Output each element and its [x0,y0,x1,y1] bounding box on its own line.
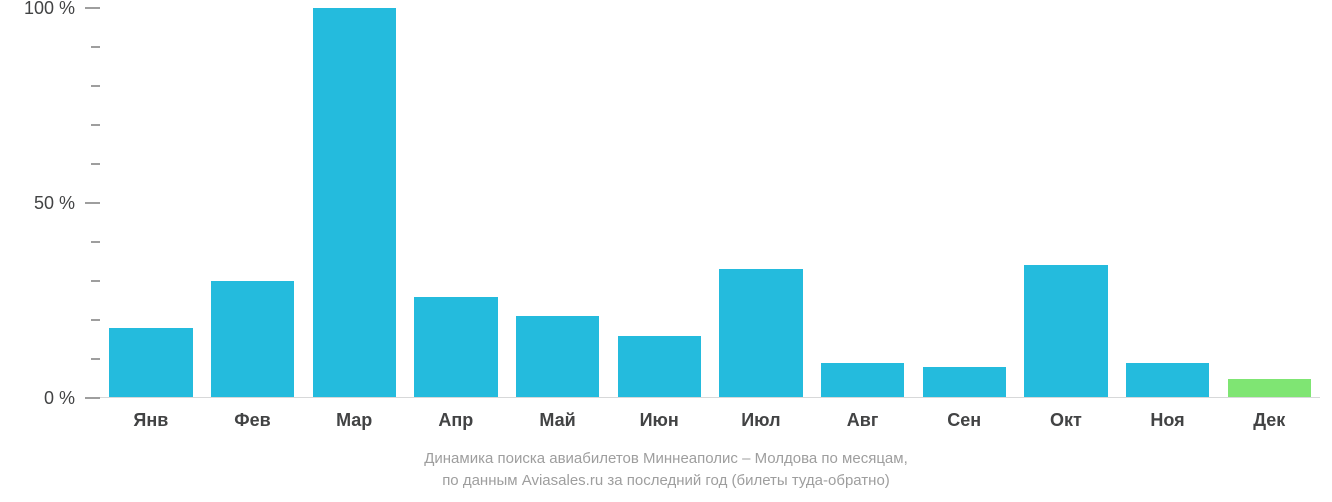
y-minor-tick [91,163,100,165]
y-tick-label: 50 % [34,193,75,214]
y-tick-mark [85,202,100,204]
bar-slot [303,8,405,398]
caption-line-1: Динамика поиска авиабилетов Миннеаполис … [0,448,1332,470]
bar-slot [405,8,507,398]
x-axis-label: Сен [913,410,1015,431]
chart-caption: Динамика поиска авиабилетов Миннеаполис … [0,448,1332,492]
x-axis-label: Июл [710,410,812,431]
bar-slot [1218,8,1320,398]
bar-slot [812,8,914,398]
bar [719,269,802,398]
bar [1024,265,1107,398]
y-minor-tick [91,46,100,48]
y-minor-tick [91,85,100,87]
y-minor-tick [91,280,100,282]
x-axis-label: Мар [303,410,405,431]
x-axis-label: Ноя [1117,410,1219,431]
x-axis-label: Апр [405,410,507,431]
bar-slot [1015,8,1117,398]
bar [414,297,497,398]
y-minor-tick [91,358,100,360]
bar-slot [507,8,609,398]
x-axis-label: Фев [202,410,304,431]
bar [516,316,599,398]
y-axis: 0 %50 %100 % [0,8,100,398]
bar-slot [608,8,710,398]
y-tick-mark [85,397,100,399]
y-minor-tick [91,124,100,126]
caption-line-2: по данным Aviasales.ru за последний год … [0,470,1332,492]
bar [1126,363,1209,398]
plot-area [100,8,1320,398]
x-axis-label: Окт [1015,410,1117,431]
bar [923,367,1006,398]
bar-slot [1117,8,1219,398]
y-minor-tick [91,319,100,321]
bar-slot [202,8,304,398]
y-minor-tick [91,241,100,243]
x-axis-baseline [100,397,1320,398]
x-axis-label: Авг [812,410,914,431]
bar [211,281,294,398]
y-tick-label: 0 % [44,388,75,409]
y-tick-mark [85,7,100,9]
bar-chart: 0 %50 %100 % ЯнвФевМарАпрМайИюнИюлАвгСен… [0,0,1332,502]
bar-slot [710,8,812,398]
bar [821,363,904,398]
bar-slot [100,8,202,398]
x-axis-label: Июн [608,410,710,431]
bar [1228,379,1311,399]
x-axis-labels: ЯнвФевМарАпрМайИюнИюлАвгСенОктНояДек [100,410,1320,431]
x-axis-label: Дек [1218,410,1320,431]
bar-slot [913,8,1015,398]
y-tick-label: 100 % [24,0,75,19]
bar [313,8,396,398]
x-axis-label: Янв [100,410,202,431]
bar [618,336,701,398]
bar [109,328,192,398]
x-axis-label: Май [507,410,609,431]
bars-container [100,8,1320,398]
